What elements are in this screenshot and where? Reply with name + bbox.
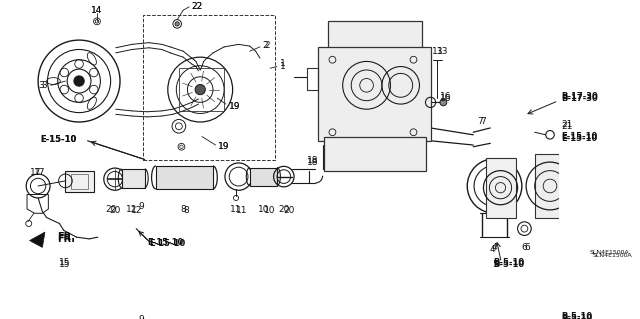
Text: B-5-10: B-5-10 [493, 260, 524, 269]
Text: 1: 1 [280, 62, 285, 71]
Text: 12: 12 [126, 204, 138, 213]
Text: E-15-10: E-15-10 [561, 134, 597, 143]
Text: B-5-10: B-5-10 [561, 314, 592, 319]
Text: 17: 17 [29, 168, 41, 177]
Text: 15: 15 [60, 260, 71, 269]
Text: 14: 14 [91, 6, 102, 15]
Polygon shape [122, 169, 145, 188]
Text: 20: 20 [278, 204, 289, 213]
Text: 4: 4 [489, 245, 495, 254]
Text: 8: 8 [183, 206, 189, 215]
Text: 6: 6 [522, 243, 527, 252]
Text: E-15-10: E-15-10 [561, 132, 597, 141]
Text: 19: 19 [218, 142, 230, 151]
Text: 6: 6 [524, 243, 530, 252]
Polygon shape [324, 137, 426, 171]
Polygon shape [65, 171, 93, 192]
Circle shape [74, 76, 84, 86]
Text: 12: 12 [131, 206, 143, 215]
Text: 19: 19 [218, 142, 230, 151]
Polygon shape [250, 168, 277, 186]
Text: 11: 11 [230, 204, 242, 213]
Circle shape [195, 85, 205, 95]
Text: B-5-10: B-5-10 [561, 312, 592, 319]
Text: 3: 3 [38, 81, 44, 90]
Text: 16: 16 [440, 92, 451, 101]
Text: 13: 13 [431, 47, 443, 56]
Polygon shape [156, 167, 213, 189]
Polygon shape [565, 162, 593, 179]
Text: SLN4E1500A: SLN4E1500A [589, 250, 629, 255]
Text: 7: 7 [480, 117, 486, 126]
Text: 16: 16 [440, 93, 451, 103]
Text: 7: 7 [477, 117, 483, 126]
Text: FR.: FR. [57, 234, 75, 244]
Text: 18: 18 [307, 156, 318, 165]
Text: 20: 20 [109, 206, 120, 215]
Text: 3: 3 [41, 81, 47, 90]
Text: 5: 5 [492, 260, 498, 269]
Text: 1: 1 [280, 59, 285, 69]
Text: 17: 17 [34, 168, 45, 177]
Text: E-15-10: E-15-10 [147, 238, 184, 247]
Bar [143, 15, 275, 160]
Text: 9: 9 [139, 202, 145, 211]
Text: 19: 19 [229, 102, 241, 111]
Text: E-15-10: E-15-10 [41, 135, 77, 144]
Text: 22: 22 [192, 2, 203, 11]
Polygon shape [593, 165, 610, 177]
Polygon shape [328, 21, 422, 51]
Text: 9: 9 [139, 315, 145, 319]
Text: 21: 21 [561, 122, 572, 131]
Polygon shape [318, 47, 431, 141]
Text: 8: 8 [180, 204, 186, 213]
Text: 2: 2 [262, 41, 268, 50]
Text: 15: 15 [60, 258, 71, 267]
Text: 11: 11 [236, 206, 248, 215]
Text: 4: 4 [492, 243, 498, 252]
Text: 21: 21 [561, 120, 572, 129]
Polygon shape [486, 158, 516, 218]
Text: B-5-10: B-5-10 [493, 258, 524, 267]
Text: 14: 14 [91, 6, 102, 15]
Text: 22: 22 [192, 2, 203, 11]
Polygon shape [534, 153, 565, 218]
Text: 18: 18 [307, 158, 318, 167]
Text: SLN4E1500A: SLN4E1500A [593, 253, 632, 258]
Text: 20: 20 [284, 206, 295, 215]
Text: 19: 19 [229, 102, 241, 111]
Text: 2: 2 [264, 41, 270, 50]
Text: 10: 10 [259, 204, 270, 213]
Text: B-17-30: B-17-30 [561, 93, 598, 103]
Text: FR.: FR. [57, 232, 75, 242]
Text: 13: 13 [437, 47, 449, 56]
Text: E-15-10: E-15-10 [149, 240, 185, 249]
Text: E-15-10: E-15-10 [41, 135, 77, 144]
Text: B-17-30: B-17-30 [561, 92, 598, 101]
Polygon shape [29, 232, 45, 248]
Text: 10: 10 [264, 206, 276, 215]
Text: 20: 20 [105, 204, 116, 213]
Circle shape [440, 99, 447, 106]
Circle shape [175, 22, 179, 26]
